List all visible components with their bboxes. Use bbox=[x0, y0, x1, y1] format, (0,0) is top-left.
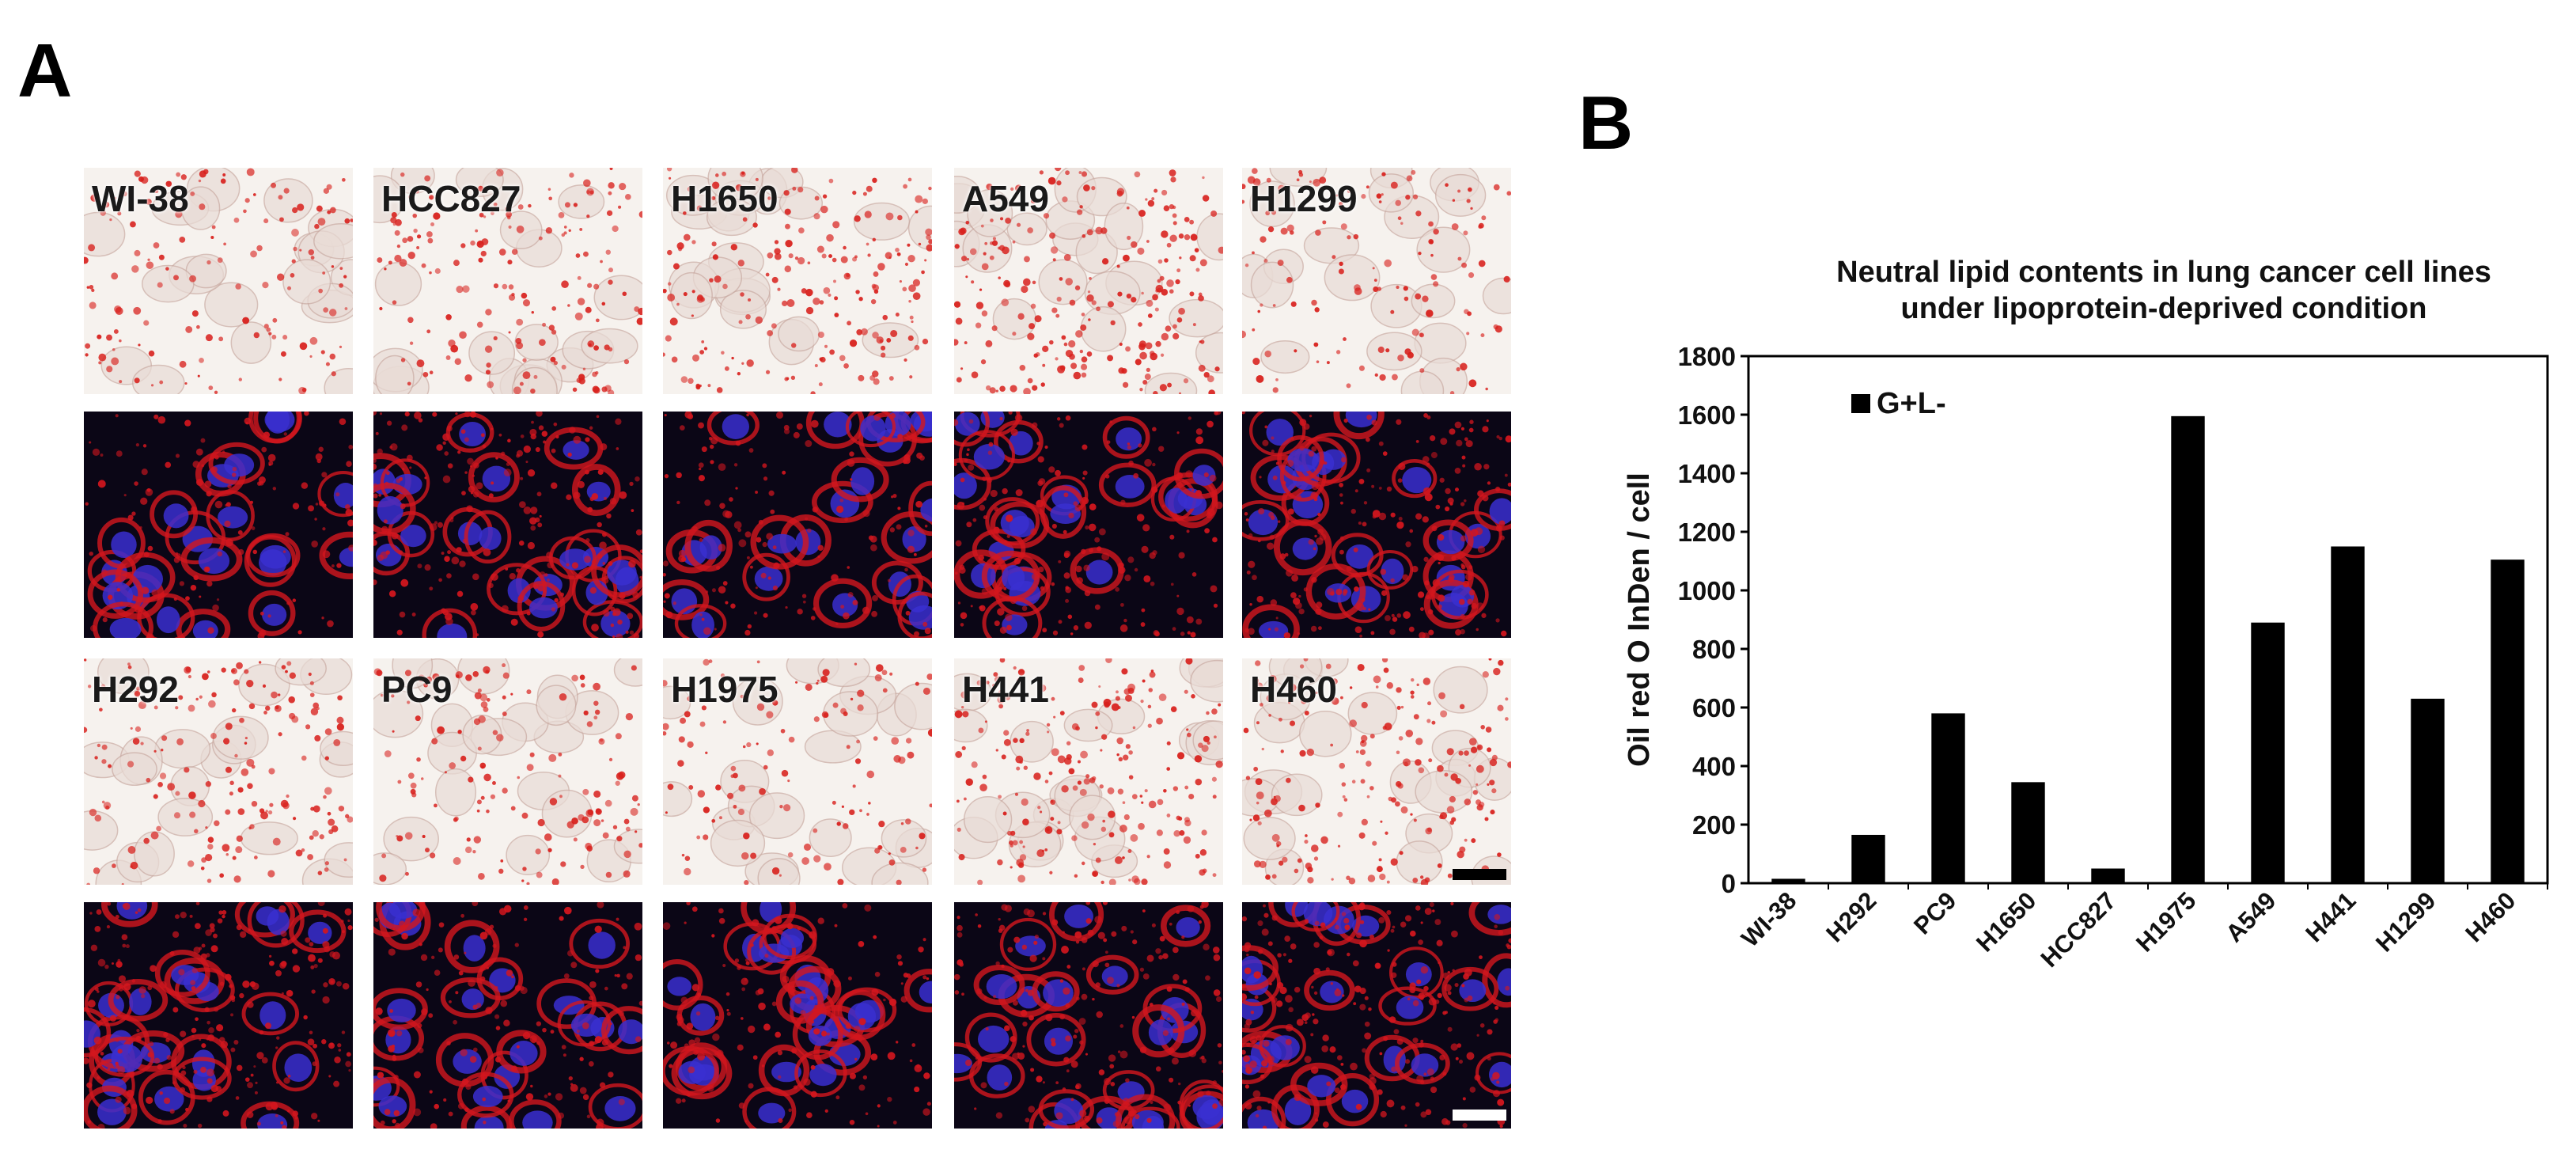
y-tick-label: 1400 bbox=[1678, 459, 1736, 488]
micrograph-label: H1650 bbox=[671, 178, 778, 219]
bar-h292 bbox=[1851, 834, 1885, 883]
y-tick-label: 200 bbox=[1692, 810, 1736, 840]
micrograph-image bbox=[954, 168, 1223, 394]
x-category-label: A549 bbox=[2220, 886, 2281, 947]
y-tick-label: 800 bbox=[1692, 635, 1736, 664]
x-category-label: H1650 bbox=[1971, 886, 2041, 957]
micrograph-fluorescence-wi-38 bbox=[84, 412, 353, 638]
micrograph-image bbox=[954, 902, 1223, 1129]
scale-bar-brightfield bbox=[1453, 869, 1506, 880]
x-category-label: H1975 bbox=[2131, 886, 2201, 957]
y-tick-label: 0 bbox=[1722, 869, 1736, 898]
bar-pc9 bbox=[1931, 713, 1965, 883]
micrograph-image bbox=[1242, 902, 1511, 1129]
micrograph-fluorescence-h460 bbox=[1242, 902, 1511, 1129]
micrograph-fluorescence-pc9 bbox=[373, 902, 642, 1129]
legend-label: G+L- bbox=[1877, 387, 1946, 420]
chart-svg: Neutral lipid contents in lung cancer ce… bbox=[1623, 256, 2549, 973]
scale-bar-fluorescence bbox=[1453, 1110, 1506, 1121]
micrograph-label: HCC827 bbox=[381, 178, 521, 219]
micrograph-fluorescence-h1650 bbox=[663, 412, 932, 638]
micrograph-oil-red-o-brightfield-h292: H292 bbox=[84, 658, 353, 885]
micrograph-oil-red-o-brightfield-a549: A549 bbox=[954, 168, 1223, 394]
micrograph-oil-red-o-brightfield-h1650: H1650 bbox=[663, 168, 932, 394]
micrograph-image bbox=[1242, 412, 1511, 638]
y-tick-label: 1800 bbox=[1678, 342, 1736, 371]
bar-h1975 bbox=[2171, 415, 2205, 883]
micrograph-oil-red-o-brightfield-h460: H460 bbox=[1242, 658, 1511, 885]
bar-h460 bbox=[2491, 560, 2525, 883]
micrograph-image bbox=[84, 902, 353, 1129]
x-category-label: PC9 bbox=[1908, 886, 1961, 939]
micrograph-image bbox=[373, 658, 642, 885]
micrograph-fluorescence-a549 bbox=[954, 412, 1223, 638]
micrograph-image bbox=[373, 902, 642, 1129]
micrograph-oil-red-o-brightfield-pc9: PC9 bbox=[373, 658, 642, 885]
micrograph-image bbox=[663, 902, 932, 1129]
micrograph-label: H292 bbox=[92, 669, 179, 710]
panel-a-letter: A bbox=[17, 28, 73, 113]
micrograph-label: H1975 bbox=[671, 669, 778, 710]
y-tick-label: 600 bbox=[1692, 693, 1736, 723]
bar-hcc827 bbox=[2091, 868, 2125, 883]
micrograph-image bbox=[84, 412, 353, 638]
x-category-label: H1299 bbox=[2370, 886, 2441, 957]
micrograph-image bbox=[663, 168, 932, 394]
micrograph-label: PC9 bbox=[381, 669, 453, 710]
micrograph-image bbox=[84, 658, 353, 885]
micrograph-image bbox=[663, 658, 932, 885]
y-axis-title: Oil red O InDen / cell bbox=[1623, 472, 1656, 767]
y-tick-label: 1000 bbox=[1678, 576, 1736, 605]
bar-h1650 bbox=[2011, 782, 2045, 883]
micrograph-oil-red-o-brightfield-h1299: H1299 bbox=[1242, 168, 1511, 394]
micrograph-image bbox=[1242, 658, 1511, 885]
micrograph-oil-red-o-brightfield-h441: H441 bbox=[954, 658, 1223, 885]
micrograph-fluorescence-h441 bbox=[954, 902, 1223, 1129]
micrograph-oil-red-o-brightfield-h1975: H1975 bbox=[663, 658, 932, 885]
micrograph-label: WI-38 bbox=[92, 178, 189, 219]
micrograph-image bbox=[663, 412, 932, 638]
bar-h441 bbox=[2331, 546, 2365, 883]
micrograph-label: H441 bbox=[962, 669, 1049, 710]
micrograph-label: A549 bbox=[962, 178, 1049, 219]
y-tick-label: 1200 bbox=[1678, 518, 1736, 547]
y-tick-label: 1600 bbox=[1678, 400, 1736, 430]
micrograph-image bbox=[954, 412, 1223, 638]
bar-h1299 bbox=[2411, 698, 2445, 883]
legend-swatch bbox=[1851, 394, 1870, 413]
micrograph-label: H460 bbox=[1250, 669, 1337, 710]
x-category-label: H441 bbox=[2300, 886, 2361, 947]
x-category-label: WI-38 bbox=[1736, 886, 1801, 952]
lipid-bar-chart: Neutral lipid contents in lung cancer ce… bbox=[1614, 237, 2576, 1029]
micrograph-image bbox=[1242, 168, 1511, 394]
micrograph-image bbox=[954, 658, 1223, 885]
bar-a549 bbox=[2251, 622, 2285, 883]
y-tick-label: 400 bbox=[1692, 752, 1736, 781]
micrograph-image bbox=[373, 412, 642, 638]
micrograph-fluorescence-h1299 bbox=[1242, 412, 1511, 638]
micrograph-fluorescence-h1975 bbox=[663, 902, 932, 1129]
micrograph-fluorescence-h292 bbox=[84, 902, 353, 1129]
micrograph-oil-red-o-brightfield-wi-38: WI-38 bbox=[84, 168, 353, 394]
chart-title-line: Neutral lipid contents in lung cancer ce… bbox=[1836, 256, 2491, 289]
x-category-label: HCC827 bbox=[2036, 886, 2122, 973]
panel-b-letter: B bbox=[1578, 81, 1634, 165]
chart-title-line: under lipoprotein-deprived condition bbox=[1901, 292, 2427, 325]
micrograph-label: H1299 bbox=[1250, 178, 1358, 219]
x-category-label: H460 bbox=[2460, 886, 2521, 947]
micrograph-oil-red-o-brightfield-hcc827: HCC827 bbox=[373, 168, 642, 394]
micrograph-image bbox=[84, 168, 353, 394]
bar-wi-38 bbox=[1771, 878, 1805, 883]
micrograph-fluorescence-hcc827 bbox=[373, 412, 642, 638]
micrograph-image bbox=[373, 168, 642, 394]
x-category-label: H292 bbox=[1820, 886, 1881, 947]
